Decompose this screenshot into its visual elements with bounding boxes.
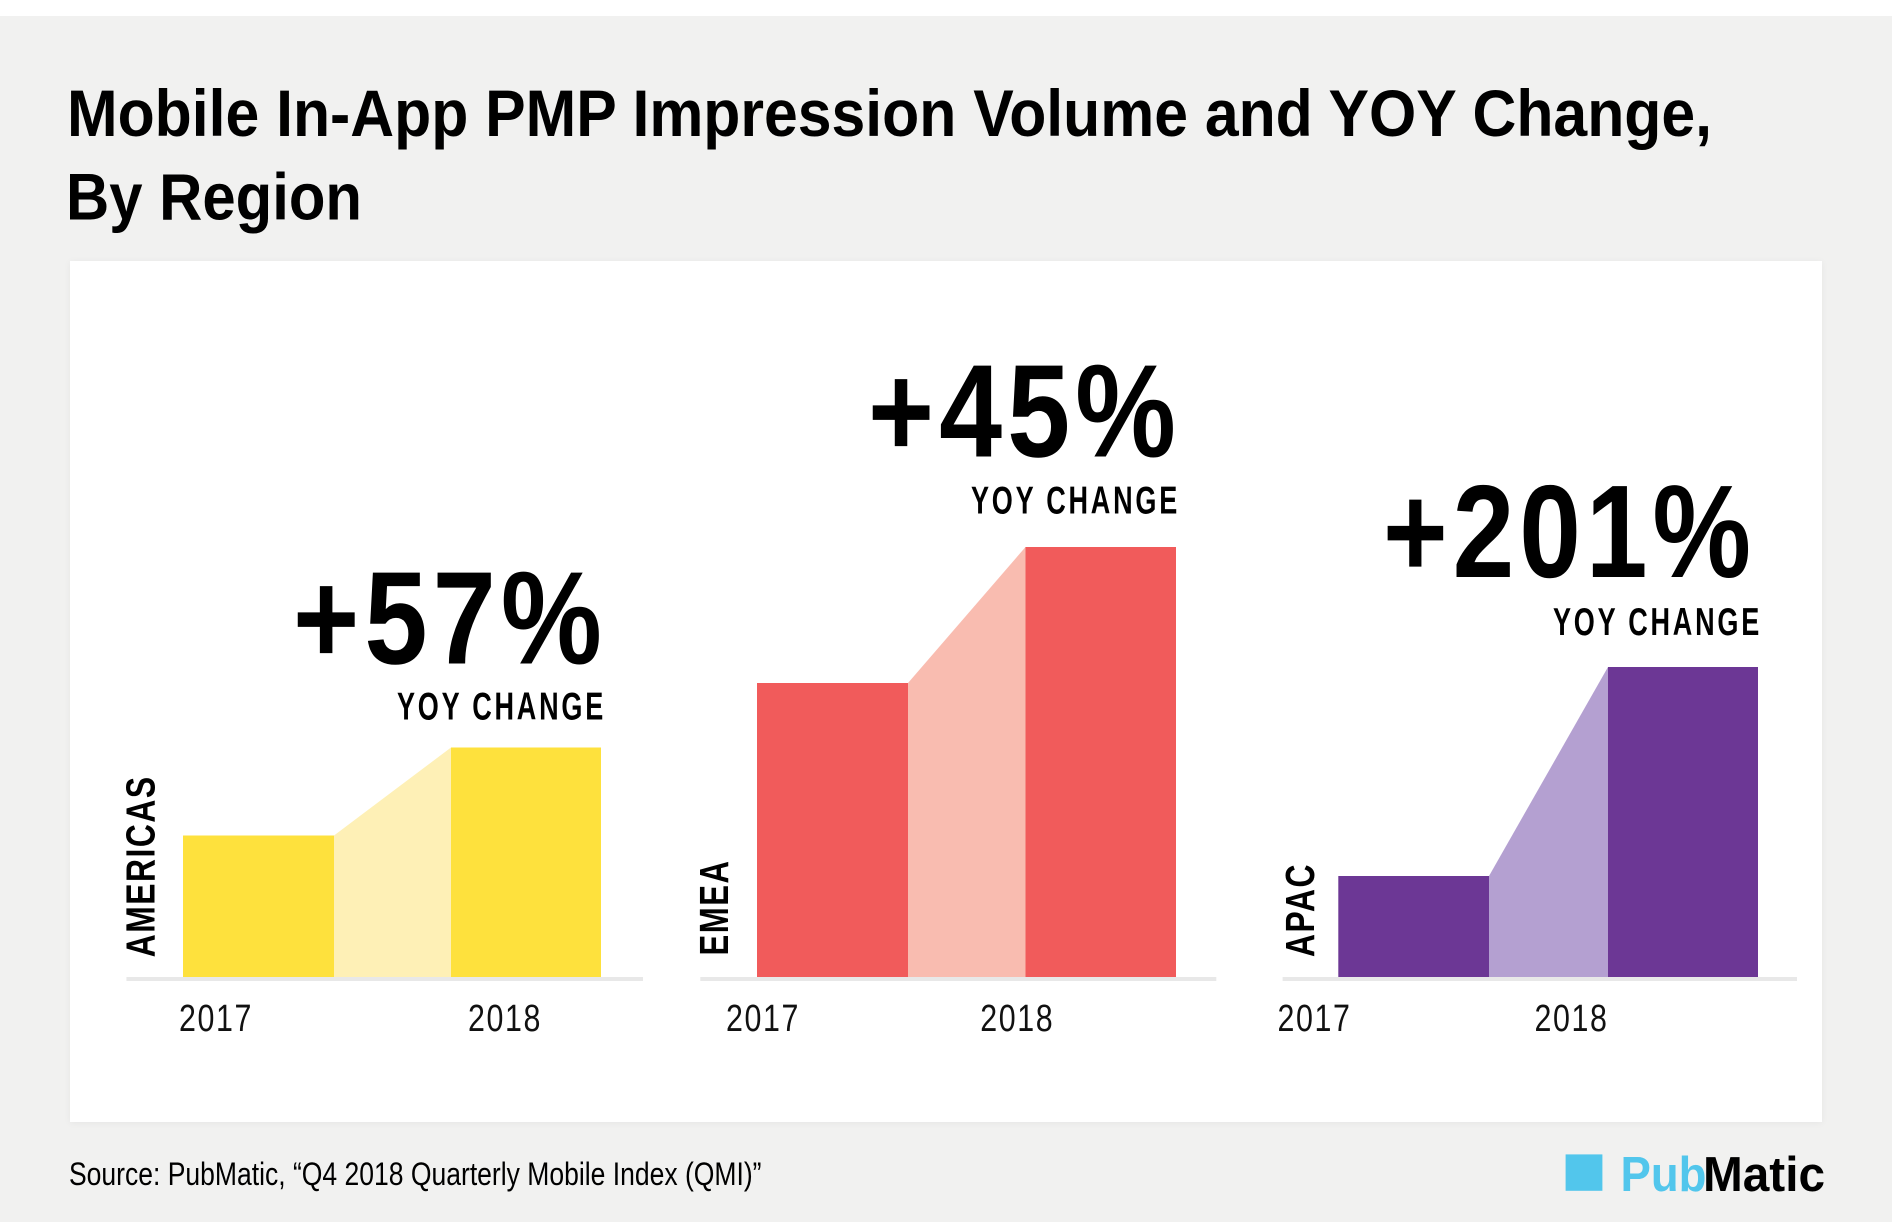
svg-text:2018: 2018 <box>980 998 1054 1040</box>
svg-text:+57%: +57% <box>293 545 607 692</box>
svg-text:EMEA: EMEA <box>691 860 737 956</box>
svg-text:2018: 2018 <box>1535 998 1609 1040</box>
svg-text:YOY CHANGE: YOY CHANGE <box>397 686 606 729</box>
svg-text:Mobile In-App PMP Impression V: Mobile In-App PMP Impression Volume and … <box>67 76 1712 150</box>
svg-text:AMERICAS: AMERICAS <box>118 775 164 957</box>
svg-text:+201%: +201% <box>1383 458 1756 605</box>
svg-text:2017: 2017 <box>1278 998 1352 1040</box>
svg-text:2017: 2017 <box>726 998 800 1040</box>
svg-text:Pub: Pub <box>1621 1147 1707 1202</box>
svg-text:2017: 2017 <box>179 998 253 1040</box>
svg-text:By Region: By Region <box>66 159 362 233</box>
svg-text:YOY CHANGE: YOY CHANGE <box>971 480 1180 523</box>
svg-text:Matic: Matic <box>1703 1147 1825 1202</box>
svg-text:2018: 2018 <box>468 998 542 1040</box>
svg-text:Source: PubMatic, “Q4 2018 Qua: Source: PubMatic, “Q4 2018 Quarterly Mob… <box>69 1156 762 1192</box>
svg-text:YOY CHANGE: YOY CHANGE <box>1553 601 1762 644</box>
svg-text:+45%: +45% <box>868 338 1181 485</box>
svg-text:APAC: APAC <box>1277 863 1323 957</box>
